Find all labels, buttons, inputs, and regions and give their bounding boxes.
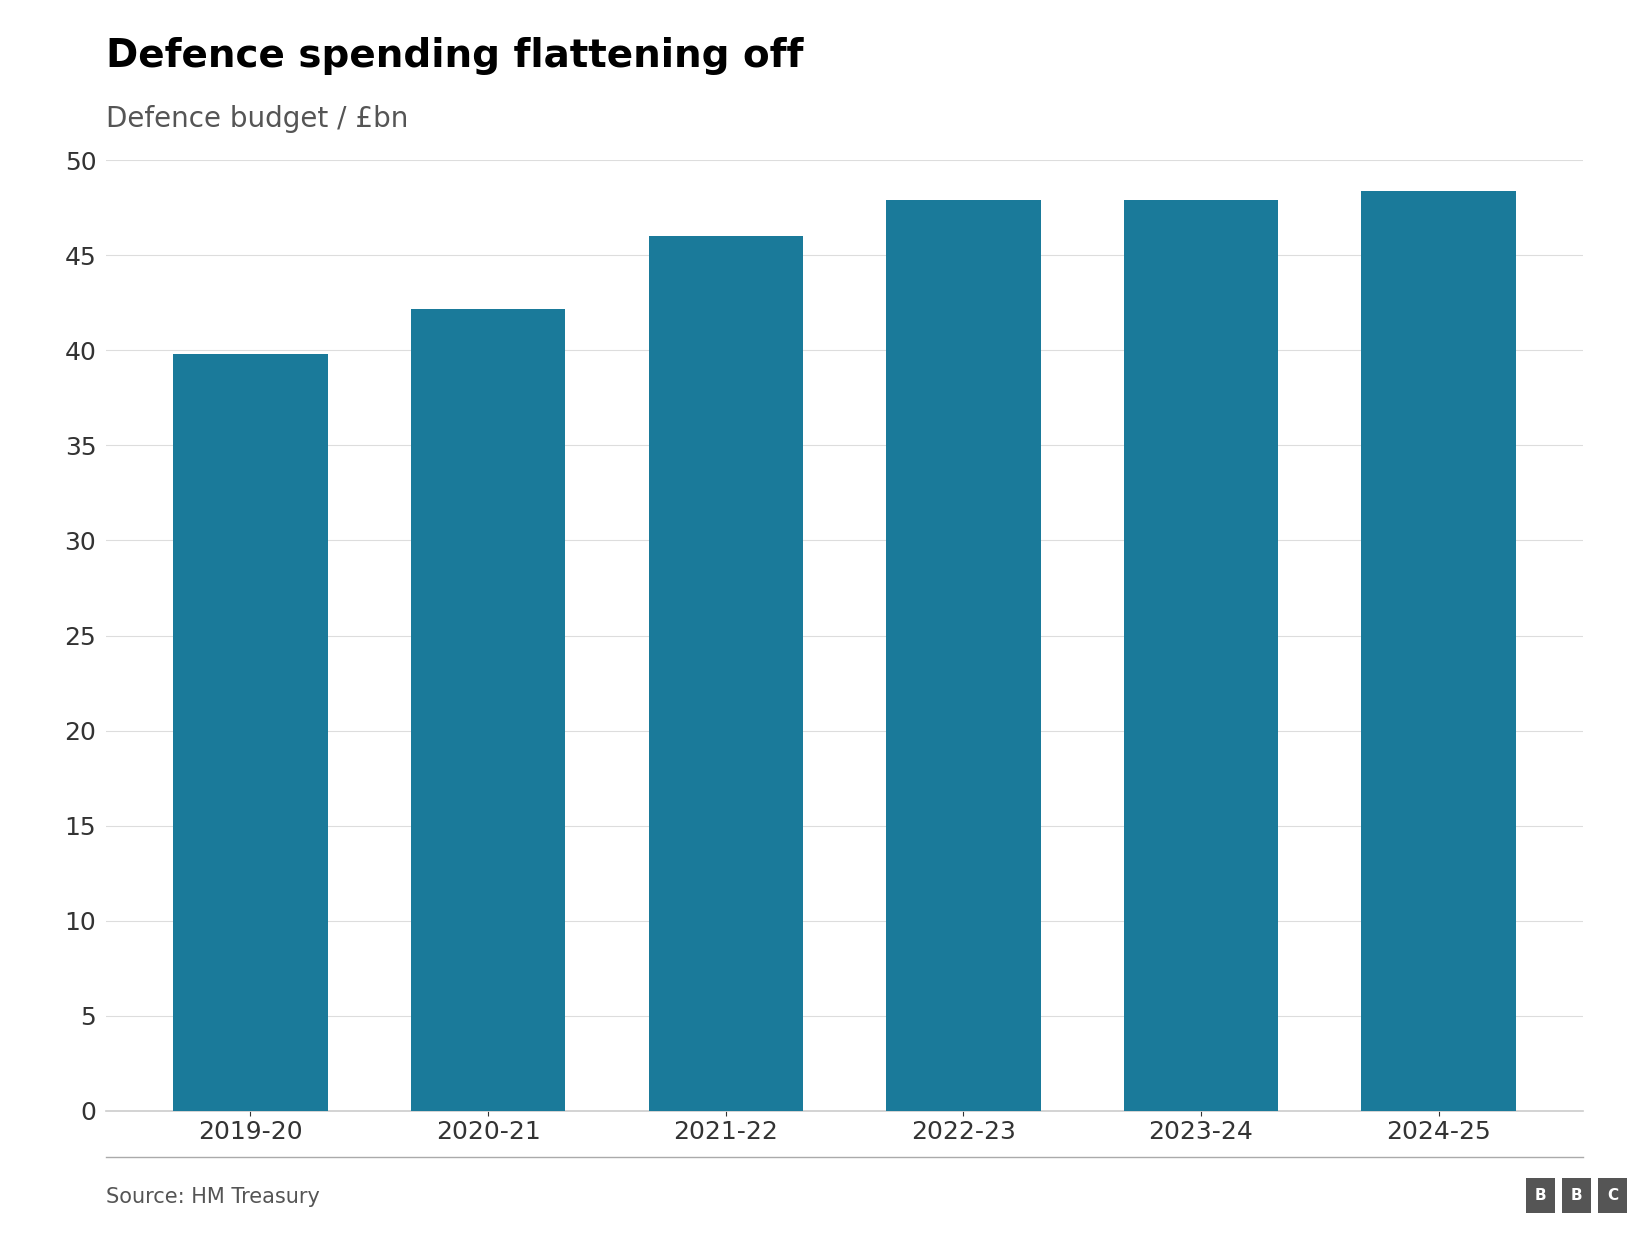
Text: Source: HM Treasury: Source: HM Treasury: [106, 1187, 320, 1207]
Bar: [648, 237, 803, 1111]
Bar: [1124, 200, 1278, 1111]
Bar: [411, 308, 565, 1111]
Bar: [1361, 191, 1516, 1111]
Bar: [886, 200, 1041, 1111]
Text: Defence budget / £bn: Defence budget / £bn: [106, 105, 408, 133]
Text: Defence spending flattening off: Defence spending flattening off: [106, 37, 803, 75]
Text: B: B: [1570, 1188, 1583, 1203]
Bar: [173, 354, 328, 1111]
Text: B: B: [1534, 1188, 1547, 1203]
Text: C: C: [1608, 1188, 1617, 1203]
